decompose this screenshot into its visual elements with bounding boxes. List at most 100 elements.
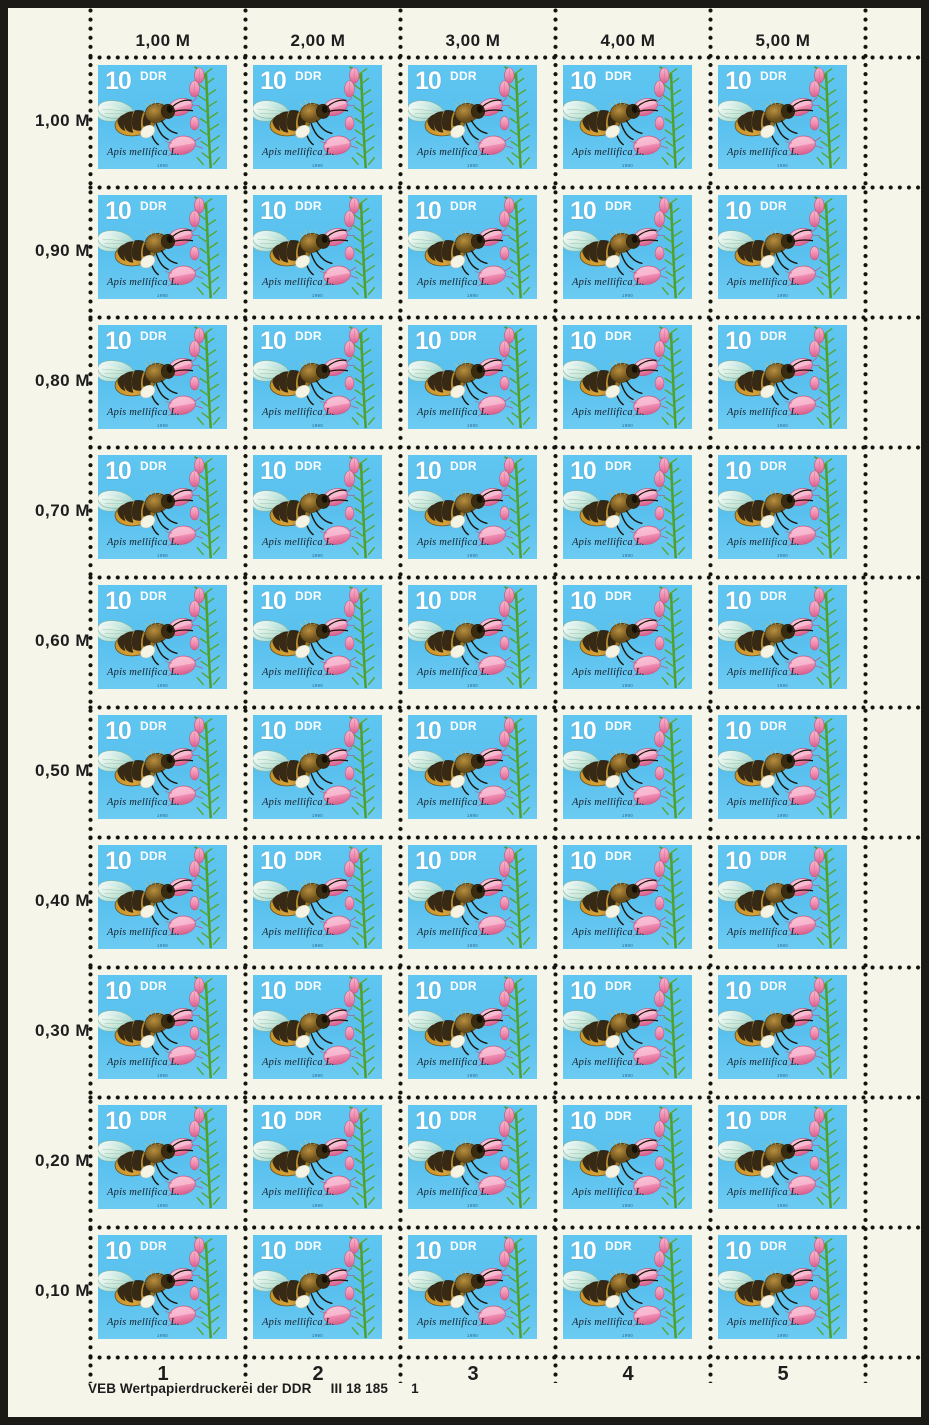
stamp-year: 1990 [776, 683, 789, 688]
stamp-year: 1990 [156, 163, 169, 168]
stamp[interactable]: 10 DDR Apis mellifica L. 1990 [405, 192, 540, 302]
stamp[interactable]: 10 DDR Apis mellifica L. 1990 [250, 452, 385, 562]
stamp-year: 1990 [776, 943, 789, 948]
stamp[interactable]: 10 DDR Apis mellifica L. 1990 [715, 842, 850, 952]
stamp-artwork [718, 976, 841, 1079]
stamp[interactable]: 10 DDR Apis mellifica L. 1990 [95, 322, 230, 432]
stamp[interactable]: 10 DDR Apis mellifica L. 1990 [560, 972, 695, 1082]
stamp-year: 1990 [311, 943, 324, 948]
stamp-year: 1990 [776, 553, 789, 558]
stamp[interactable]: 10 DDR Apis mellifica L. 1990 [95, 582, 230, 692]
stamp[interactable]: 10 DDR Apis mellifica L. 1990 [715, 1232, 850, 1342]
stamp[interactable]: 10 DDR Apis mellifica L. 1990 [95, 452, 230, 562]
stamp[interactable]: 10 DDR Apis mellifica L. 1990 [560, 62, 695, 172]
stamp[interactable]: 10 DDR Apis mellifica L. 1990 [95, 192, 230, 302]
stamp[interactable]: 10 DDR Apis mellifica L. 1990 [405, 1102, 540, 1212]
stamp-species-name: Apis mellifica L. [572, 667, 645, 678]
stamp[interactable]: 10 DDR Apis mellifica L. 1990 [715, 62, 850, 172]
stamp[interactable]: 10 DDR Apis mellifica L. 1990 [560, 712, 695, 822]
stamp[interactable]: 10 DDR Apis mellifica L. 1990 [250, 322, 385, 432]
stamp[interactable]: 10 DDR Apis mellifica L. 1990 [95, 1232, 230, 1342]
stamp[interactable]: 10 DDR Apis mellifica L. 1990 [560, 192, 695, 302]
stamp-artwork [98, 66, 221, 169]
stamp-year: 1990 [466, 1333, 479, 1338]
stamp-country: DDR [295, 69, 322, 83]
stamp[interactable]: 10 DDR Apis mellifica L. 1990 [405, 712, 540, 822]
perforation-column [553, 8, 558, 1383]
stamp-country: DDR [295, 589, 322, 603]
stamp[interactable]: 10 DDR Apis mellifica L. 1990 [95, 842, 230, 952]
stamp-country: DDR [140, 1239, 167, 1253]
perforation-row [88, 575, 921, 580]
stamp-country: DDR [295, 1109, 322, 1123]
stamp-artwork [408, 456, 531, 559]
stamp[interactable]: 10 DDR Apis mellifica L. 1990 [560, 842, 695, 952]
stamp-denomination: 10 [415, 1237, 442, 1265]
stamp[interactable]: 10 DDR Apis mellifica L. 1990 [560, 582, 695, 692]
stamp-denomination: 10 [570, 977, 597, 1005]
stamp-species-name: Apis mellifica L. [262, 277, 335, 288]
stamp[interactable]: 10 DDR Apis mellifica L. 1990 [560, 1232, 695, 1342]
stamp[interactable]: 10 DDR Apis mellifica L. 1990 [250, 972, 385, 1082]
stamp-country: DDR [605, 719, 632, 733]
stamp-country: DDR [295, 329, 322, 343]
stamp[interactable]: 10 DDR Apis mellifica L. 1990 [715, 192, 850, 302]
stamp[interactable]: 10 DDR Apis mellifica L. 1990 [250, 842, 385, 952]
stamp-denomination: 10 [260, 847, 287, 875]
stamp-year: 1990 [621, 163, 634, 168]
stamp[interactable]: 10 DDR Apis mellifica L. 1990 [405, 842, 540, 952]
stamp-country: DDR [605, 1109, 632, 1123]
stamp-denomination: 10 [570, 847, 597, 875]
stamp-species-name: Apis mellifica L. [727, 277, 800, 288]
stamp[interactable]: 10 DDR Apis mellifica L. 1990 [250, 1102, 385, 1212]
stamp-country: DDR [760, 1239, 787, 1253]
stamp-country: DDR [450, 459, 477, 473]
stamp-year: 1990 [776, 1073, 789, 1078]
stamp-artwork [563, 66, 686, 169]
stamp-artwork [98, 196, 221, 299]
stamp[interactable]: 10 DDR Apis mellifica L. 1990 [405, 582, 540, 692]
row-header-8: 0,30 M [35, 1021, 90, 1040]
stamp-species-name: Apis mellifica L. [417, 927, 490, 938]
stamp[interactable]: 10 DDR Apis mellifica L. 1990 [250, 1232, 385, 1342]
stamp[interactable]: 10 DDR Apis mellifica L. 1990 [405, 62, 540, 172]
stamp-year: 1990 [311, 1203, 324, 1208]
stamp-country: DDR [295, 459, 322, 473]
stamp[interactable]: 10 DDR Apis mellifica L. 1990 [560, 1102, 695, 1212]
stamp-artwork [563, 196, 686, 299]
stamp[interactable]: 10 DDR Apis mellifica L. 1990 [95, 972, 230, 1082]
stamp[interactable]: 10 DDR Apis mellifica L. 1990 [250, 582, 385, 692]
stamp[interactable]: 10 DDR Apis mellifica L. 1990 [95, 62, 230, 172]
stamp[interactable]: 10 DDR Apis mellifica L. 1990 [715, 582, 850, 692]
stamp[interactable]: 10 DDR Apis mellifica L. 1990 [250, 62, 385, 172]
stamp-species-name: Apis mellifica L. [417, 1057, 490, 1068]
stamp-denomination: 10 [415, 587, 442, 615]
stamp[interactable]: 10 DDR Apis mellifica L. 1990 [715, 322, 850, 432]
stamp-year: 1990 [311, 683, 324, 688]
bottom-number-4: 4 [622, 1363, 634, 1385]
stamp-artwork [408, 66, 531, 169]
stamp[interactable]: 10 DDR Apis mellifica L. 1990 [405, 972, 540, 1082]
stamp-denomination: 10 [415, 1107, 442, 1135]
stamp-artwork [718, 66, 841, 169]
stamp-species-name: Apis mellifica L. [727, 1187, 800, 1198]
stamp[interactable]: 10 DDR Apis mellifica L. 1990 [95, 1102, 230, 1212]
stamp[interactable]: 10 DDR Apis mellifica L. 1990 [715, 1102, 850, 1212]
stamp[interactable]: 10 DDR Apis mellifica L. 1990 [405, 1232, 540, 1342]
stamp[interactable]: 10 DDR Apis mellifica L. 1990 [560, 322, 695, 432]
stamp[interactable]: 10 DDR Apis mellifica L. 1990 [715, 712, 850, 822]
stamp-year: 1990 [466, 943, 479, 948]
stamp[interactable]: 10 DDR Apis mellifica L. 1990 [95, 712, 230, 822]
stamp[interactable]: 10 DDR Apis mellifica L. 1990 [405, 322, 540, 432]
stamp-denomination: 10 [570, 67, 597, 95]
stamp[interactable]: 10 DDR Apis mellifica L. 1990 [560, 452, 695, 562]
stamp[interactable]: 10 DDR Apis mellifica L. 1990 [405, 452, 540, 562]
bottom-number-5: 5 [777, 1363, 789, 1385]
row-header-4: 0,70 M [35, 501, 90, 520]
stamp[interactable]: 10 DDR Apis mellifica L. 1990 [715, 452, 850, 562]
stamp[interactable]: 10 DDR Apis mellifica L. 1990 [715, 972, 850, 1082]
stamp[interactable]: 10 DDR Apis mellifica L. 1990 [250, 192, 385, 302]
stamp-year: 1990 [311, 163, 324, 168]
stamp[interactable]: 10 DDR Apis mellifica L. 1990 [250, 712, 385, 822]
stamp-year: 1990 [311, 293, 324, 298]
